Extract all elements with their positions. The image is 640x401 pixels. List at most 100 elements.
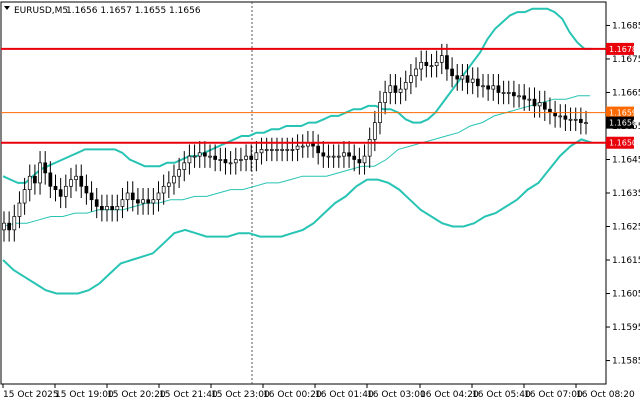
candle-body <box>192 155 197 158</box>
y-tick-label: 1.1625 <box>612 223 640 233</box>
candle <box>156 181 161 212</box>
candle-body <box>481 85 485 88</box>
candle-body <box>455 75 460 80</box>
candle <box>475 67 480 98</box>
candle-body <box>182 162 187 170</box>
candle <box>311 131 315 158</box>
candle <box>182 151 187 182</box>
candle-body <box>388 85 393 93</box>
candle-body <box>522 95 527 100</box>
candle <box>2 211 6 242</box>
candle <box>578 107 583 135</box>
candle-body <box>336 155 341 158</box>
candle <box>470 67 475 95</box>
candle <box>568 107 573 132</box>
x-tick-label: 15 Oct 23:00 <box>211 390 270 400</box>
candle <box>110 194 115 222</box>
candle-body <box>460 75 465 80</box>
level-badge <box>606 42 634 55</box>
y-tick-label: 1.1615 <box>612 256 640 266</box>
candle <box>244 144 248 172</box>
candle <box>177 157 181 188</box>
candle-body <box>166 182 171 187</box>
candle-body <box>501 92 506 94</box>
candle-body <box>553 112 557 117</box>
candle <box>465 63 470 95</box>
candle-body <box>43 162 48 174</box>
x-tick-label: 15 Oct 21:40 <box>159 390 218 400</box>
candle <box>362 144 367 175</box>
candle <box>94 187 99 219</box>
candle <box>192 144 197 168</box>
lower-band-line <box>2 138 593 295</box>
candle-body <box>419 61 424 70</box>
candle-body <box>58 189 63 197</box>
candle <box>445 43 449 81</box>
candle <box>58 177 63 209</box>
candle-body <box>517 95 521 98</box>
candle <box>512 80 516 108</box>
candle-body <box>321 152 326 157</box>
candle-body <box>239 159 243 161</box>
candle-body <box>218 159 223 161</box>
candle <box>27 164 32 202</box>
candle-body <box>372 122 377 140</box>
x-tick-label: 16 Oct 05:40 <box>472 390 531 400</box>
candle <box>275 137 279 162</box>
candle <box>331 144 336 168</box>
y-tick-label: 1.1635 <box>612 189 640 199</box>
candle-body <box>542 102 547 110</box>
candle-body <box>285 149 290 151</box>
candle-body <box>280 149 284 151</box>
candle-body <box>125 192 130 201</box>
candle <box>398 77 403 105</box>
upper-band-line <box>2 7 592 184</box>
candle-body <box>393 85 398 93</box>
candle <box>130 181 135 212</box>
candle <box>342 141 346 168</box>
candle-body <box>172 175 176 184</box>
candle-body <box>63 185 68 197</box>
dropdown-arrow-icon[interactable] <box>4 6 10 10</box>
candle-body <box>223 159 228 164</box>
candle-body <box>22 189 27 204</box>
candle-body <box>383 92 387 103</box>
candle <box>151 187 156 215</box>
candle-body <box>38 162 42 184</box>
candle-body <box>414 68 418 77</box>
candle <box>326 144 331 168</box>
candle <box>239 147 243 172</box>
candle <box>486 74 490 101</box>
candle <box>542 90 547 121</box>
candle <box>264 137 269 162</box>
candle <box>517 84 521 108</box>
candle-body <box>367 139 372 157</box>
candle <box>79 164 84 199</box>
level-label: 1.1678 <box>609 45 637 54</box>
candle-body <box>563 115 568 120</box>
candle <box>321 141 326 168</box>
price-axis: 1.16851.16751.16651.16551.16451.16351.16… <box>606 21 640 367</box>
candle-body <box>213 155 218 160</box>
candle <box>491 74 496 101</box>
candle <box>17 191 22 229</box>
candle <box>347 141 351 168</box>
middle-band-line <box>2 95 590 227</box>
x-tick-label: 16 Oct 08:20 <box>576 390 635 400</box>
candle-body <box>486 85 490 90</box>
candle <box>254 141 259 172</box>
candle <box>393 74 398 105</box>
candle-body <box>578 118 583 123</box>
candle-body <box>527 98 532 101</box>
candle <box>553 100 557 128</box>
y-tick-label: 1.1605 <box>612 290 640 300</box>
candle <box>563 104 568 132</box>
candle <box>496 74 501 105</box>
candle <box>584 110 588 135</box>
candle-body <box>532 98 537 107</box>
candle <box>141 187 145 215</box>
candle-body <box>7 222 12 231</box>
candle <box>450 57 454 88</box>
candle-body <box>429 65 434 68</box>
